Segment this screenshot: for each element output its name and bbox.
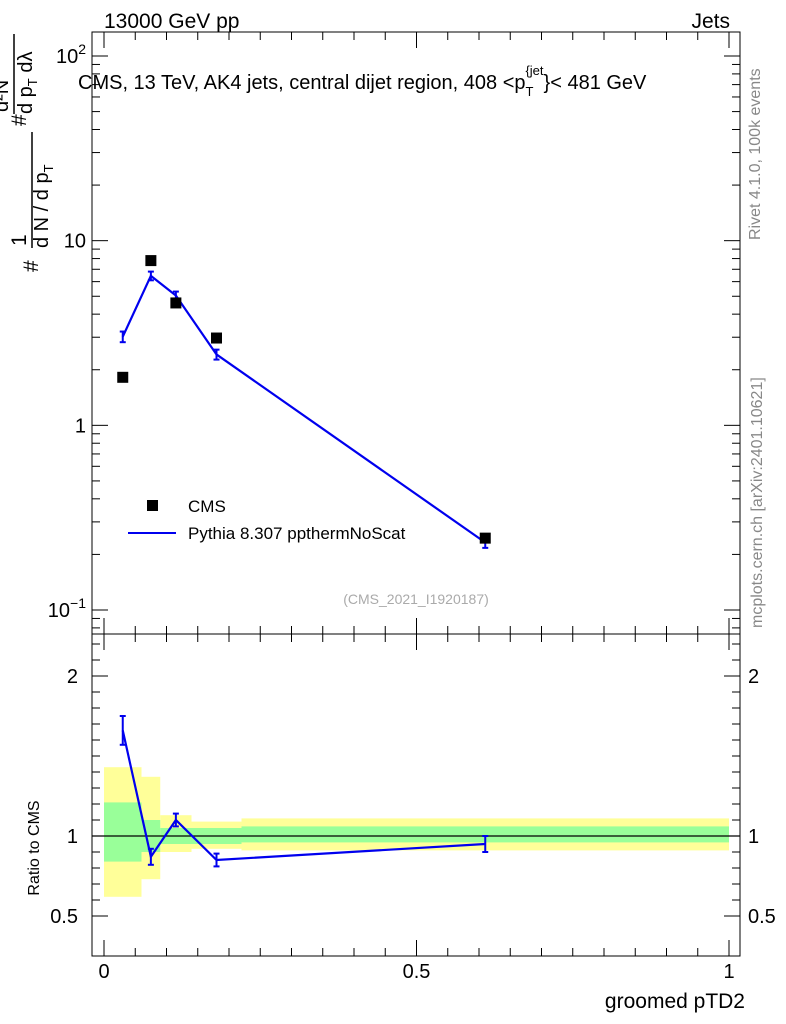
header-right: Jets: [691, 10, 730, 33]
ylabel-den: d N / d pT: [31, 164, 56, 248]
ratio-data-layer: [119, 715, 489, 868]
main-title-sub: T: [526, 84, 534, 99]
analysis-watermark: (CMS_2021_I1920187): [343, 591, 489, 607]
cms-data-point: [479, 532, 491, 544]
ratio-y-tick-label-right-0: 0.5: [748, 906, 776, 928]
ratio-band-inner: [241, 826, 729, 843]
rivet-label: Rivet 4.1.0, 100k events: [747, 68, 764, 240]
ylabel-hash2: #: [8, 114, 31, 126]
x-axis-label: groomed pTD2: [605, 990, 745, 1013]
main-y-axis-label: # 1 d N / d pT # d²N d pT dλ: [0, 34, 56, 272]
main-frame: [91, 31, 741, 635]
mcplots-label: mcplots.cern.ch [arXiv:2401.10621]: [749, 377, 766, 628]
ratio-y-tick-label-right-2: 2: [748, 666, 759, 688]
main-data-layer: [117, 255, 491, 549]
legend-cms-label: CMS: [188, 497, 226, 516]
x-tick-label-0: 0: [98, 961, 109, 983]
ylabel-one: 1: [8, 234, 31, 246]
ratio-y-tick-label-left-1: 1: [67, 826, 78, 848]
cms-data-point: [170, 297, 182, 309]
main-title: CMS, 13 TeV, AK4 jets, central dijet reg…: [78, 63, 647, 99]
main-y-tick-label-0: 102: [56, 41, 86, 68]
ratio-frame: [91, 633, 741, 957]
main-title-after: }< 481 GeV: [544, 72, 648, 94]
header-left: 13000 GeV pp: [104, 10, 239, 33]
main-y-tick-labels: 102 10 1 10−1: [48, 41, 86, 622]
ratio-y-tick-label-right-1: 1: [748, 826, 759, 848]
ratio-y-axis-label: Ratio to CMS: [26, 800, 43, 895]
main-title-before: CMS, 13 TeV, AK4 jets, central dijet reg…: [78, 72, 526, 94]
ratio-band-inner: [104, 802, 142, 862]
cms-data-point: [117, 371, 129, 383]
main-y-tick-label-3: 10−1: [48, 595, 86, 622]
ratio-tick-labels: 0.5 0.5 1 1 2 2 0 0.5 1: [50, 666, 776, 983]
cms-data-point: [145, 255, 157, 267]
ratio-y-tick-label-left-0: 0.5: [50, 906, 78, 928]
ratio-y-tick-label-left-2: 2: [67, 666, 78, 688]
ylabel-den2: d pT dλ: [15, 52, 40, 114]
x-tick-label-1: 0.5: [403, 961, 431, 983]
legend: CMS Pythia 8.307 ppthermNoScat: [128, 497, 406, 543]
legend-pythia-label: Pythia 8.307 ppthermNoScat: [188, 524, 406, 543]
ratio-axis-ticks: [92, 634, 740, 956]
main-y-tick-label-2: 1: [75, 415, 86, 437]
main-y-tick-label-1: 10: [64, 231, 86, 253]
main-axis-ticks: [92, 32, 740, 634]
ylabel-hash1: #: [20, 260, 43, 272]
main-title-sup: {jet: [525, 63, 543, 78]
legend-cms-marker: [147, 500, 158, 511]
pythia-line: [121, 274, 486, 544]
x-tick-label-2: 1: [723, 961, 734, 983]
ylabel-num: d²N: [0, 80, 13, 112]
cms-data-point: [211, 332, 222, 344]
